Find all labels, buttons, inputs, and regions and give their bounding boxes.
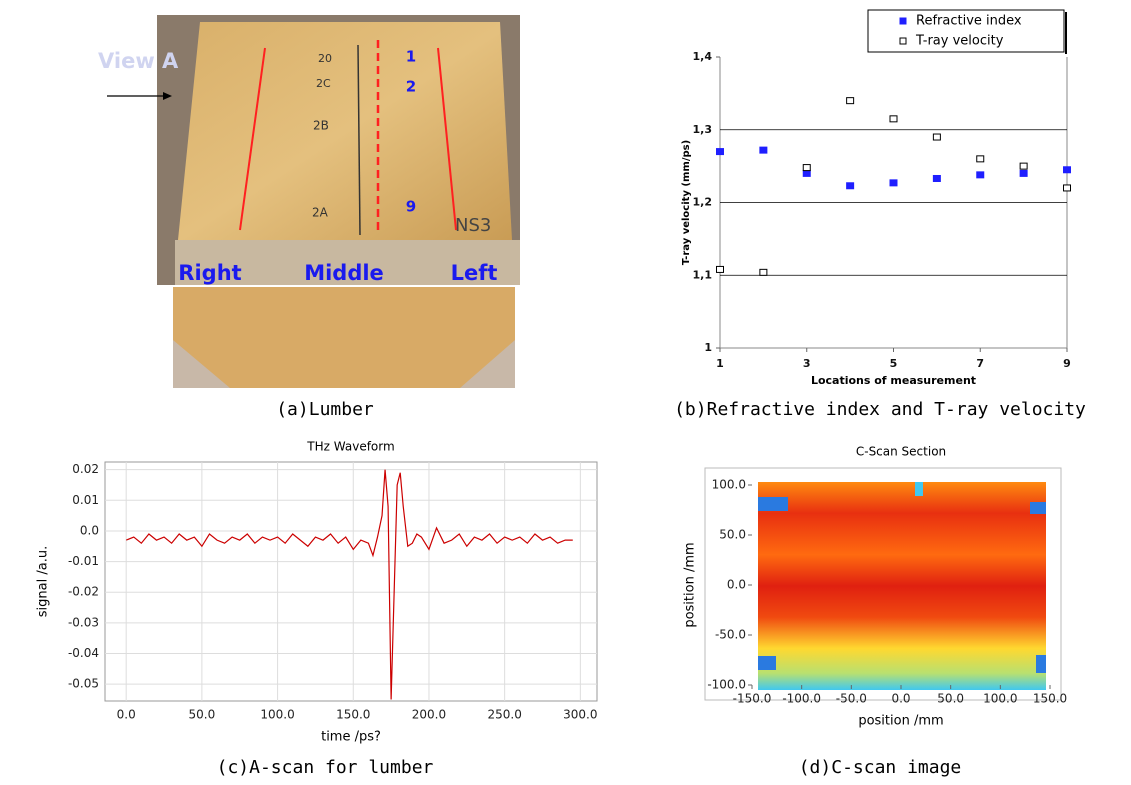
x-tick-label: 3 (803, 357, 811, 370)
point (716, 265, 724, 273)
pencil-mark: 2A (312, 206, 329, 220)
point (889, 115, 898, 123)
caption: (c)A-scan for lumber (217, 757, 434, 778)
point (976, 155, 985, 163)
point-label: 1 (406, 48, 416, 66)
y-tick-label: 1,2 (693, 196, 713, 209)
y-axis-label: signal /a.u. (36, 546, 51, 617)
legend-box (867, 9, 1065, 53)
x-tick-label: 150.0 (1033, 692, 1067, 706)
y-tick-label: -0.03 (68, 615, 99, 629)
y-tick-label: 1,3 (693, 123, 713, 136)
x-axis-label: position /mm (858, 714, 943, 729)
c-scan-image (758, 482, 1046, 690)
point (846, 97, 855, 105)
point (802, 164, 811, 172)
y-axis-label: T-ray velocity (mm/ps) (681, 140, 692, 265)
pencil-mark: 2B (313, 119, 329, 133)
x-tick-label: 100.0 (983, 692, 1017, 706)
y-tick-label: -0.04 (68, 646, 99, 660)
y-tick-label: -0.05 (68, 677, 99, 691)
caption: (d)C-scan image (799, 757, 962, 778)
side-label: Left (451, 261, 498, 285)
plot-area (104, 461, 598, 702)
x-tick-label: 9 (1063, 357, 1071, 370)
y-tick-label: 50.0 (719, 528, 746, 542)
legend-marker (899, 17, 907, 25)
legend-marker (899, 37, 907, 45)
caption: (b)Refractive index and T-ray velocity (674, 399, 1086, 420)
point-label: 9 (406, 198, 416, 216)
y-tick-label: 100.0 (712, 478, 746, 492)
point (1019, 162, 1028, 170)
lumber-photo (107, 15, 520, 388)
x-tick-label: 50.0 (937, 692, 964, 706)
point (932, 174, 941, 182)
x-tick-label: -50.0 (836, 692, 867, 706)
y-tick-label: 1,4 (693, 50, 713, 63)
y-tick-label: -50.0 (715, 628, 746, 642)
x-tick-label: -150.0 (733, 692, 772, 706)
point (802, 169, 811, 177)
caption: (a)Lumber (276, 399, 374, 420)
y-tick-label: -0.02 (68, 585, 99, 599)
view-label: View A (98, 49, 179, 73)
y-tick-label: 0.0 (727, 578, 746, 592)
y-tick-label: 1 (704, 341, 712, 354)
x-tick-label: 150.0 (336, 708, 370, 722)
point (976, 171, 985, 179)
pencil-mark: 20 (318, 52, 332, 65)
x-tick-label: 5 (890, 357, 898, 370)
x-tick-label: -100.0 (782, 692, 821, 706)
point (759, 268, 768, 276)
point (1063, 166, 1071, 174)
x-tick-label: 7 (976, 357, 984, 370)
side-label: Right (178, 261, 241, 285)
x-axis-label: time /ps? (321, 730, 381, 745)
y-tick-label: 1,1 (693, 268, 713, 281)
x-tick-label: 50.0 (189, 708, 216, 722)
y-tick-label: 0.02 (72, 462, 99, 476)
legend-label: Refractive index (916, 14, 1022, 29)
y-tick-label: -0.01 (68, 554, 99, 568)
y-axis-label: position /mm (683, 542, 698, 627)
waveform (125, 469, 573, 700)
chart-title: C-Scan Section (856, 445, 946, 459)
point (846, 182, 855, 190)
y-tick-label: 0.01 (72, 493, 99, 507)
x-tick-label: 0.0 (891, 692, 910, 706)
x-tick-label: 100.0 (260, 708, 294, 722)
x-tick-label: 0.0 (117, 708, 136, 722)
point (932, 133, 941, 141)
x-tick-label: 1 (716, 357, 724, 370)
point (716, 148, 724, 156)
y-tick-label: 0.0 (80, 523, 99, 537)
point (759, 146, 768, 154)
side-label: Middle (304, 261, 384, 285)
point (889, 179, 898, 187)
x-tick-label: 300.0 (563, 708, 597, 722)
point (1019, 169, 1028, 177)
pencil-mark: 2C (316, 77, 331, 90)
legend-label: T-ray velocity (915, 34, 1004, 49)
x-axis-label: Locations of measurement (811, 374, 976, 387)
pencil-mark: NS3 (455, 215, 491, 236)
x-tick-label: 200.0 (412, 708, 446, 722)
x-tick-label: 250.0 (487, 708, 521, 722)
point (1063, 184, 1071, 192)
chart-title: THz Waveform (306, 440, 394, 454)
point-label: 2 (406, 78, 416, 96)
y-tick-label: -100.0 (707, 678, 746, 692)
